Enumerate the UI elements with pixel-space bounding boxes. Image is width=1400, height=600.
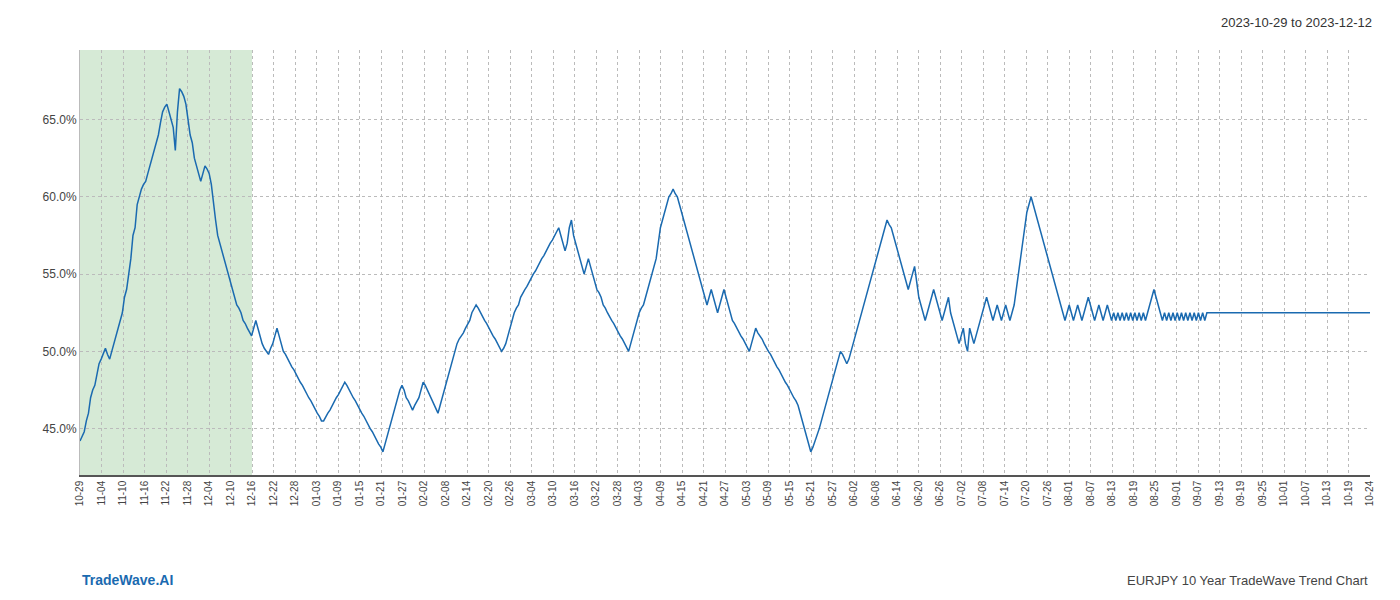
svg-text:2023-10-29 to 2023-12-12: 2023-10-29 to 2023-12-12 bbox=[1221, 15, 1372, 30]
svg-text:09-13: 09-13 bbox=[1214, 480, 1225, 506]
svg-text:04-09: 04-09 bbox=[655, 480, 666, 506]
svg-text:10-24: 10-24 bbox=[1364, 480, 1375, 506]
svg-text:45.0%: 45.0% bbox=[43, 422, 77, 436]
svg-text:50.0%: 50.0% bbox=[43, 345, 77, 359]
svg-text:08-01: 08-01 bbox=[1063, 480, 1074, 506]
svg-text:06-20: 06-20 bbox=[913, 480, 924, 506]
svg-text:08-07: 08-07 bbox=[1085, 480, 1096, 506]
svg-text:06-14: 06-14 bbox=[891, 480, 902, 506]
svg-text:08-13: 08-13 bbox=[1106, 480, 1117, 506]
svg-text:05-09: 05-09 bbox=[762, 480, 773, 506]
svg-text:02-20: 02-20 bbox=[483, 480, 494, 506]
svg-text:01-09: 01-09 bbox=[332, 480, 343, 506]
svg-text:01-21: 01-21 bbox=[375, 480, 386, 506]
svg-text:05-21: 05-21 bbox=[805, 480, 816, 506]
svg-text:09-19: 09-19 bbox=[1235, 480, 1246, 506]
svg-text:10-29: 10-29 bbox=[74, 480, 85, 506]
svg-text:01-15: 01-15 bbox=[354, 480, 365, 506]
svg-text:11-16: 11-16 bbox=[139, 480, 150, 505]
svg-text:12-10: 12-10 bbox=[225, 480, 236, 506]
svg-text:12-16: 12-16 bbox=[246, 480, 257, 506]
svg-text:11-10: 11-10 bbox=[117, 480, 128, 505]
svg-text:07-20: 07-20 bbox=[1020, 480, 1031, 506]
svg-text:09-07: 09-07 bbox=[1192, 480, 1203, 506]
svg-text:55.0%: 55.0% bbox=[43, 267, 77, 281]
svg-text:60.0%: 60.0% bbox=[43, 190, 77, 204]
svg-text:09-01: 09-01 bbox=[1171, 480, 1182, 506]
svg-text:03-28: 03-28 bbox=[612, 480, 623, 506]
svg-text:65.0%: 65.0% bbox=[43, 113, 77, 127]
svg-text:04-21: 04-21 bbox=[698, 480, 709, 506]
svg-text:02-14: 02-14 bbox=[461, 480, 472, 506]
svg-text:04-27: 04-27 bbox=[719, 480, 730, 506]
svg-text:01-27: 01-27 bbox=[397, 480, 408, 506]
svg-text:11-22: 11-22 bbox=[160, 480, 171, 505]
svg-text:06-02: 06-02 bbox=[848, 480, 859, 506]
svg-text:12-22: 12-22 bbox=[268, 480, 279, 506]
svg-text:08-25: 08-25 bbox=[1149, 480, 1160, 506]
svg-text:04-03: 04-03 bbox=[633, 480, 644, 506]
svg-text:10-01: 10-01 bbox=[1278, 480, 1289, 506]
svg-text:07-02: 07-02 bbox=[956, 480, 967, 506]
svg-text:10-13: 10-13 bbox=[1321, 480, 1332, 506]
svg-text:06-26: 06-26 bbox=[934, 480, 945, 506]
svg-text:05-03: 05-03 bbox=[741, 480, 752, 506]
svg-text:08-19: 08-19 bbox=[1128, 480, 1139, 506]
svg-text:07-26: 07-26 bbox=[1042, 480, 1053, 506]
svg-text:12-28: 12-28 bbox=[289, 480, 300, 506]
svg-text:12-04: 12-04 bbox=[203, 480, 214, 506]
svg-text:05-27: 05-27 bbox=[827, 480, 838, 506]
svg-text:07-14: 07-14 bbox=[999, 480, 1010, 506]
svg-text:04-15: 04-15 bbox=[676, 480, 687, 506]
svg-text:03-10: 03-10 bbox=[547, 480, 558, 506]
svg-text:05-15: 05-15 bbox=[784, 480, 795, 506]
svg-text:10-19: 10-19 bbox=[1343, 480, 1354, 506]
svg-text:01-03: 01-03 bbox=[311, 480, 322, 506]
svg-text:03-22: 03-22 bbox=[590, 480, 601, 506]
svg-text:02-26: 02-26 bbox=[504, 480, 515, 506]
svg-text:11-28: 11-28 bbox=[182, 480, 193, 505]
svg-text:02-08: 02-08 bbox=[440, 480, 451, 506]
svg-text:09-25: 09-25 bbox=[1257, 480, 1268, 506]
svg-text:10-07: 10-07 bbox=[1300, 480, 1311, 506]
svg-text:TradeWave.AI: TradeWave.AI bbox=[82, 572, 173, 588]
svg-text:06-08: 06-08 bbox=[870, 480, 881, 506]
svg-text:03-16: 03-16 bbox=[569, 480, 580, 506]
svg-text:03-04: 03-04 bbox=[526, 480, 537, 506]
svg-text:11-04: 11-04 bbox=[96, 480, 107, 505]
svg-text:EURJPY 10 Year TradeWave Trend: EURJPY 10 Year TradeWave Trend Chart bbox=[1127, 573, 1368, 588]
svg-text:02-02: 02-02 bbox=[418, 480, 429, 506]
svg-text:07-08: 07-08 bbox=[977, 480, 988, 506]
